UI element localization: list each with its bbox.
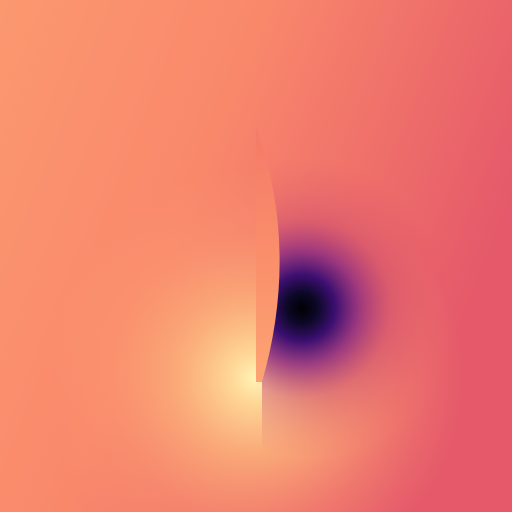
lens-shape [256, 126, 280, 382]
